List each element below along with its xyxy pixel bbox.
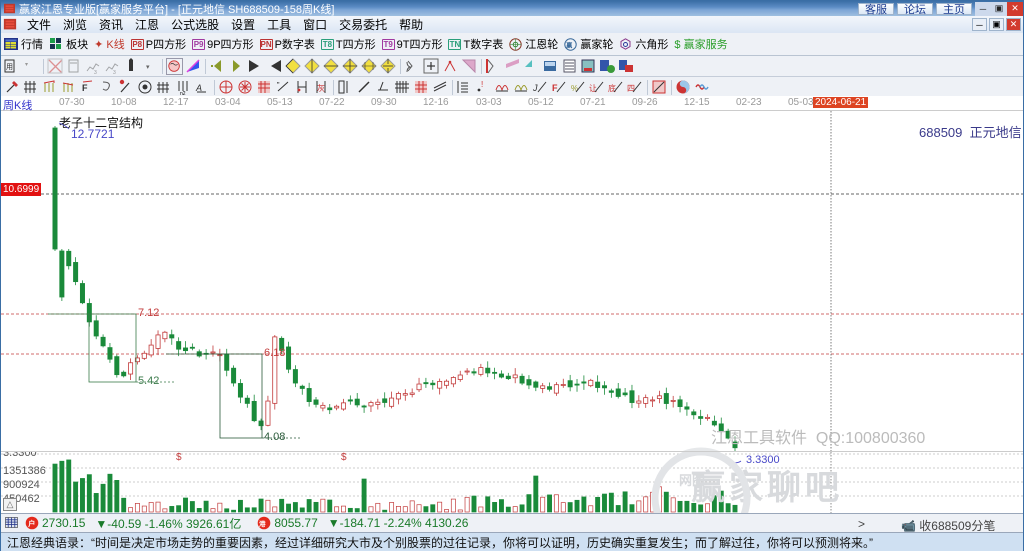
svg-text:▾: ▾ <box>146 64 150 71</box>
svg-text:J: J <box>532 83 538 93</box>
svg-text:▾: ▾ <box>25 62 28 68</box>
svg-text:3: 3 <box>94 70 97 75</box>
svg-text:港: 港 <box>259 519 266 528</box>
svg-text:用: 用 <box>6 63 13 71</box>
svg-text:F: F <box>82 83 88 93</box>
svg-text:赢: 赢 <box>567 41 573 49</box>
svg-text:3: 3 <box>113 70 116 75</box>
svg-text:户: 户 <box>28 519 35 528</box>
svg-text:n2: n2 <box>180 91 186 96</box>
svg-text:!: ! <box>481 80 483 89</box>
svg-text:": " <box>277 82 280 89</box>
svg-text:%: % <box>571 84 578 93</box>
svg-text:灰: 灰 <box>317 83 325 93</box>
